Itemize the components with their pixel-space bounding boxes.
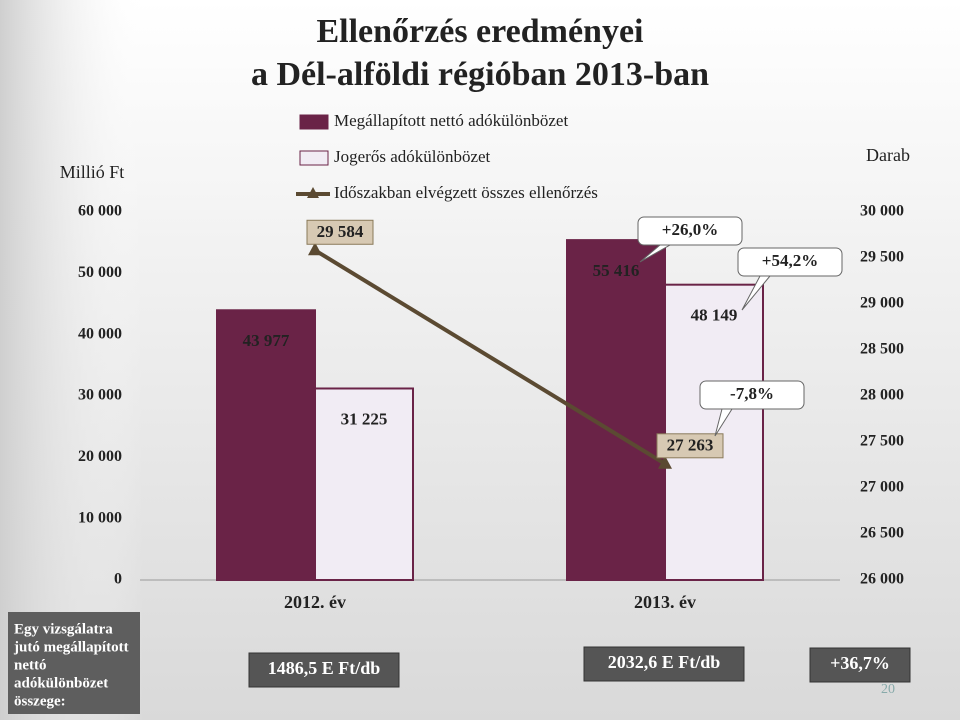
note-line: összege: [14, 693, 66, 709]
value-label-box [306, 219, 374, 245]
per-unit-box [248, 652, 400, 688]
change-box [809, 647, 911, 683]
line-marker [658, 455, 672, 469]
y2-tick-label: 30 000 [860, 203, 904, 220]
y-tick-label: 0 [114, 571, 122, 588]
x-tick-label: 2012. év [284, 592, 346, 612]
annotation: +26,0% [662, 220, 718, 239]
value-label: 27 263 [667, 436, 714, 455]
value-label: 48 149 [691, 306, 738, 325]
y2-tick-label: 26 000 [860, 571, 904, 588]
legend-swatch [299, 114, 329, 130]
change-label: +36,7% [830, 653, 890, 673]
note-line: nettó [14, 657, 47, 673]
line-marker [308, 242, 322, 256]
value-label: 29 584 [317, 222, 364, 241]
callout-bubble [637, 216, 743, 263]
y2-tick-label: 28 000 [860, 387, 904, 404]
callout-bubble [737, 247, 843, 311]
y2-axis-label: Darab [866, 145, 910, 165]
y-tick-label: 30 000 [78, 387, 122, 404]
y2-tick-label: 28 500 [860, 341, 904, 358]
note-line: adókülönbözet [14, 675, 108, 691]
value-label: 31 225 [341, 409, 388, 428]
callout-bubble [699, 380, 805, 437]
annotation: -7,8% [730, 384, 774, 403]
y-tick-label: 60 000 [78, 203, 122, 220]
note-box [8, 612, 140, 714]
note-line: jutó megállapított [13, 639, 129, 655]
annotation: +54,2% [762, 251, 818, 270]
x-tick-label: 2013. év [634, 592, 696, 612]
legend-label: Jogerős adókülönbözet [334, 147, 491, 166]
value-label: 43 977 [243, 331, 290, 350]
note-line: Egy vizsgálatra [14, 621, 113, 637]
y-axis-label: Millió Ft [60, 162, 125, 182]
y2-tick-label: 26 500 [860, 525, 904, 542]
bar [566, 239, 666, 581]
y-tick-label: 40 000 [78, 325, 122, 342]
y2-tick-label: 29 000 [860, 295, 904, 312]
legend-label: Időszakban elvégzett összes ellenőrzés [334, 183, 598, 202]
legend-marker [307, 187, 319, 198]
y2-tick-label: 29 500 [860, 249, 904, 266]
y-tick-label: 50 000 [78, 264, 122, 281]
y-tick-label: 20 000 [78, 448, 122, 465]
line [313, 248, 667, 466]
bar [664, 283, 764, 581]
per-unit-label: 2032,6 E Ft/db [608, 652, 721, 672]
bar [216, 309, 316, 581]
value-label: 55 416 [593, 261, 640, 280]
per-unit-box [583, 646, 745, 682]
title-line: a Dél-alföldi régióban 2013-ban [251, 56, 709, 93]
legend-swatch [299, 150, 329, 166]
bar [314, 387, 414, 581]
y-tick-label: 10 000 [78, 509, 122, 526]
y2-tick-label: 27 500 [860, 433, 904, 450]
legend-label: Megállapított nettó adókülönbözet [334, 111, 568, 130]
per-unit-label: 1486,5 E Ft/db [268, 658, 381, 678]
title-line: Ellenőrzés eredményei [316, 13, 643, 50]
page-number: 20 [881, 682, 895, 697]
y2-tick-label: 27 000 [860, 479, 904, 496]
value-label-box [656, 433, 724, 459]
